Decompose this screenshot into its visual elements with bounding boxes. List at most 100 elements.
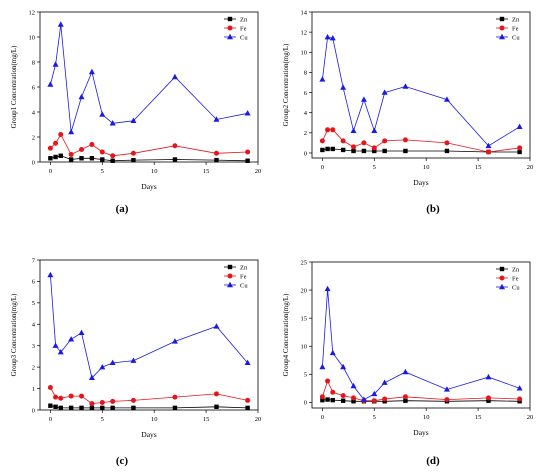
y-tick-label: 8 xyxy=(304,70,307,77)
data-point-cu xyxy=(99,111,106,117)
x-tick-label: 5 xyxy=(101,168,104,175)
series-cu xyxy=(47,21,251,135)
series-zn xyxy=(48,403,250,411)
data-point-zn xyxy=(100,405,105,411)
data-point-cu xyxy=(57,21,64,27)
data-point-fe xyxy=(340,138,346,144)
x-axis-label: Days xyxy=(413,178,428,187)
y-tick-label: 10 xyxy=(301,344,308,351)
data-point-fe xyxy=(172,394,178,400)
data-point-cu xyxy=(47,271,54,278)
data-point-fe xyxy=(213,391,219,397)
data-point-zn xyxy=(131,405,136,411)
data-point-zn xyxy=(444,148,450,154)
data-point-zn xyxy=(58,153,63,158)
data-point-fe xyxy=(444,397,450,403)
data-point-cu xyxy=(319,76,326,82)
series-cu xyxy=(319,33,523,149)
legend-label-zn: Zn xyxy=(512,17,520,24)
data-point-cu xyxy=(329,349,336,356)
data-point-cu xyxy=(381,379,388,385)
legend-marker-zn xyxy=(499,16,505,22)
data-point-cu xyxy=(52,61,59,67)
legend-marker-cu xyxy=(227,281,233,288)
x-tick-label: 20 xyxy=(527,164,534,171)
y-tick-label: 6 xyxy=(304,90,308,97)
data-point-fe xyxy=(89,142,95,147)
y-tick-label: 6 xyxy=(32,84,36,91)
data-point-cu xyxy=(371,127,378,134)
legend-label-fe: Fe xyxy=(240,26,247,33)
data-point-zn xyxy=(68,405,74,411)
y-tick-label: 14 xyxy=(301,9,308,16)
legend-label-zn: Zn xyxy=(512,267,520,274)
data-point-fe xyxy=(245,397,251,403)
series-line-cu xyxy=(50,24,248,133)
data-point-fe xyxy=(330,389,336,395)
data-point-cu xyxy=(78,329,85,336)
data-point-fe xyxy=(402,394,408,400)
panel-label: (a) xyxy=(116,203,129,215)
y-tick-label: 2 xyxy=(32,364,35,371)
legend-label-cu: Cu xyxy=(512,285,520,292)
data-point-cu xyxy=(109,359,116,366)
x-tick-label: 5 xyxy=(101,416,104,423)
x-tick-label: 0 xyxy=(49,168,52,175)
data-point-fe xyxy=(444,140,450,146)
data-point-cu xyxy=(329,34,336,41)
data-point-fe xyxy=(351,144,357,150)
x-tick-label: 5 xyxy=(373,414,376,421)
series-fe xyxy=(47,132,251,159)
x-tick-label: 0 xyxy=(49,416,52,423)
y-tick-label: 5 xyxy=(32,300,35,307)
data-point-cu xyxy=(68,336,75,342)
data-point-zn xyxy=(351,148,356,154)
chart-panel-1: 0 5 10 15 20 0 2 4 6 8 10 12 Days Group1 Concentratio… xyxy=(10,9,261,191)
data-point-fe xyxy=(245,149,251,155)
data-point-fe xyxy=(351,395,357,401)
x-tick-label: 20 xyxy=(255,416,262,423)
y-tick-label: 6 xyxy=(32,279,36,286)
data-point-cu xyxy=(109,120,116,126)
data-point-zn xyxy=(79,156,84,161)
legend-label-fe: Fe xyxy=(512,276,519,283)
data-point-zn xyxy=(172,405,178,411)
x-axis-label: Days xyxy=(141,430,156,439)
panel-label: (c) xyxy=(116,455,129,467)
data-point-zn xyxy=(245,158,250,163)
series-cu xyxy=(319,285,523,402)
x-tick-label: 10 xyxy=(423,414,430,421)
legend-marker-fe xyxy=(227,25,233,31)
legend-label-fe: Fe xyxy=(240,274,247,281)
data-point-fe xyxy=(79,393,85,399)
legend-label-zn: Zn xyxy=(240,265,248,272)
data-point-fe xyxy=(382,396,388,402)
x-tick-label: 5 xyxy=(373,164,376,171)
data-point-fe xyxy=(319,138,325,144)
data-point-cu xyxy=(99,363,106,370)
data-point-zn xyxy=(245,405,250,411)
data-point-zn xyxy=(325,397,330,402)
legend-marker-zn xyxy=(227,16,233,22)
data-point-fe xyxy=(325,378,331,384)
x-tick-label: 0 xyxy=(321,414,324,421)
data-point-cu xyxy=(319,363,326,370)
legend-marker-cu xyxy=(499,33,505,40)
plot-frame xyxy=(311,261,531,409)
data-point-cu xyxy=(57,348,64,355)
data-point-zn xyxy=(172,157,178,162)
data-point-fe xyxy=(319,394,325,400)
data-point-zn xyxy=(340,398,346,403)
x-tick-label: 20 xyxy=(255,168,262,175)
data-point-cu xyxy=(213,116,220,122)
legend-marker-fe xyxy=(227,273,233,279)
data-point-fe xyxy=(172,143,178,149)
legend-marker-zn xyxy=(499,266,505,272)
data-point-cu xyxy=(381,89,388,95)
y-tick-label: 0 xyxy=(32,159,35,166)
data-point-cu xyxy=(52,342,59,348)
data-point-cu xyxy=(324,285,331,292)
data-point-cu xyxy=(371,390,378,397)
x-tick-label: 10 xyxy=(151,168,158,175)
data-point-fe xyxy=(58,395,64,401)
